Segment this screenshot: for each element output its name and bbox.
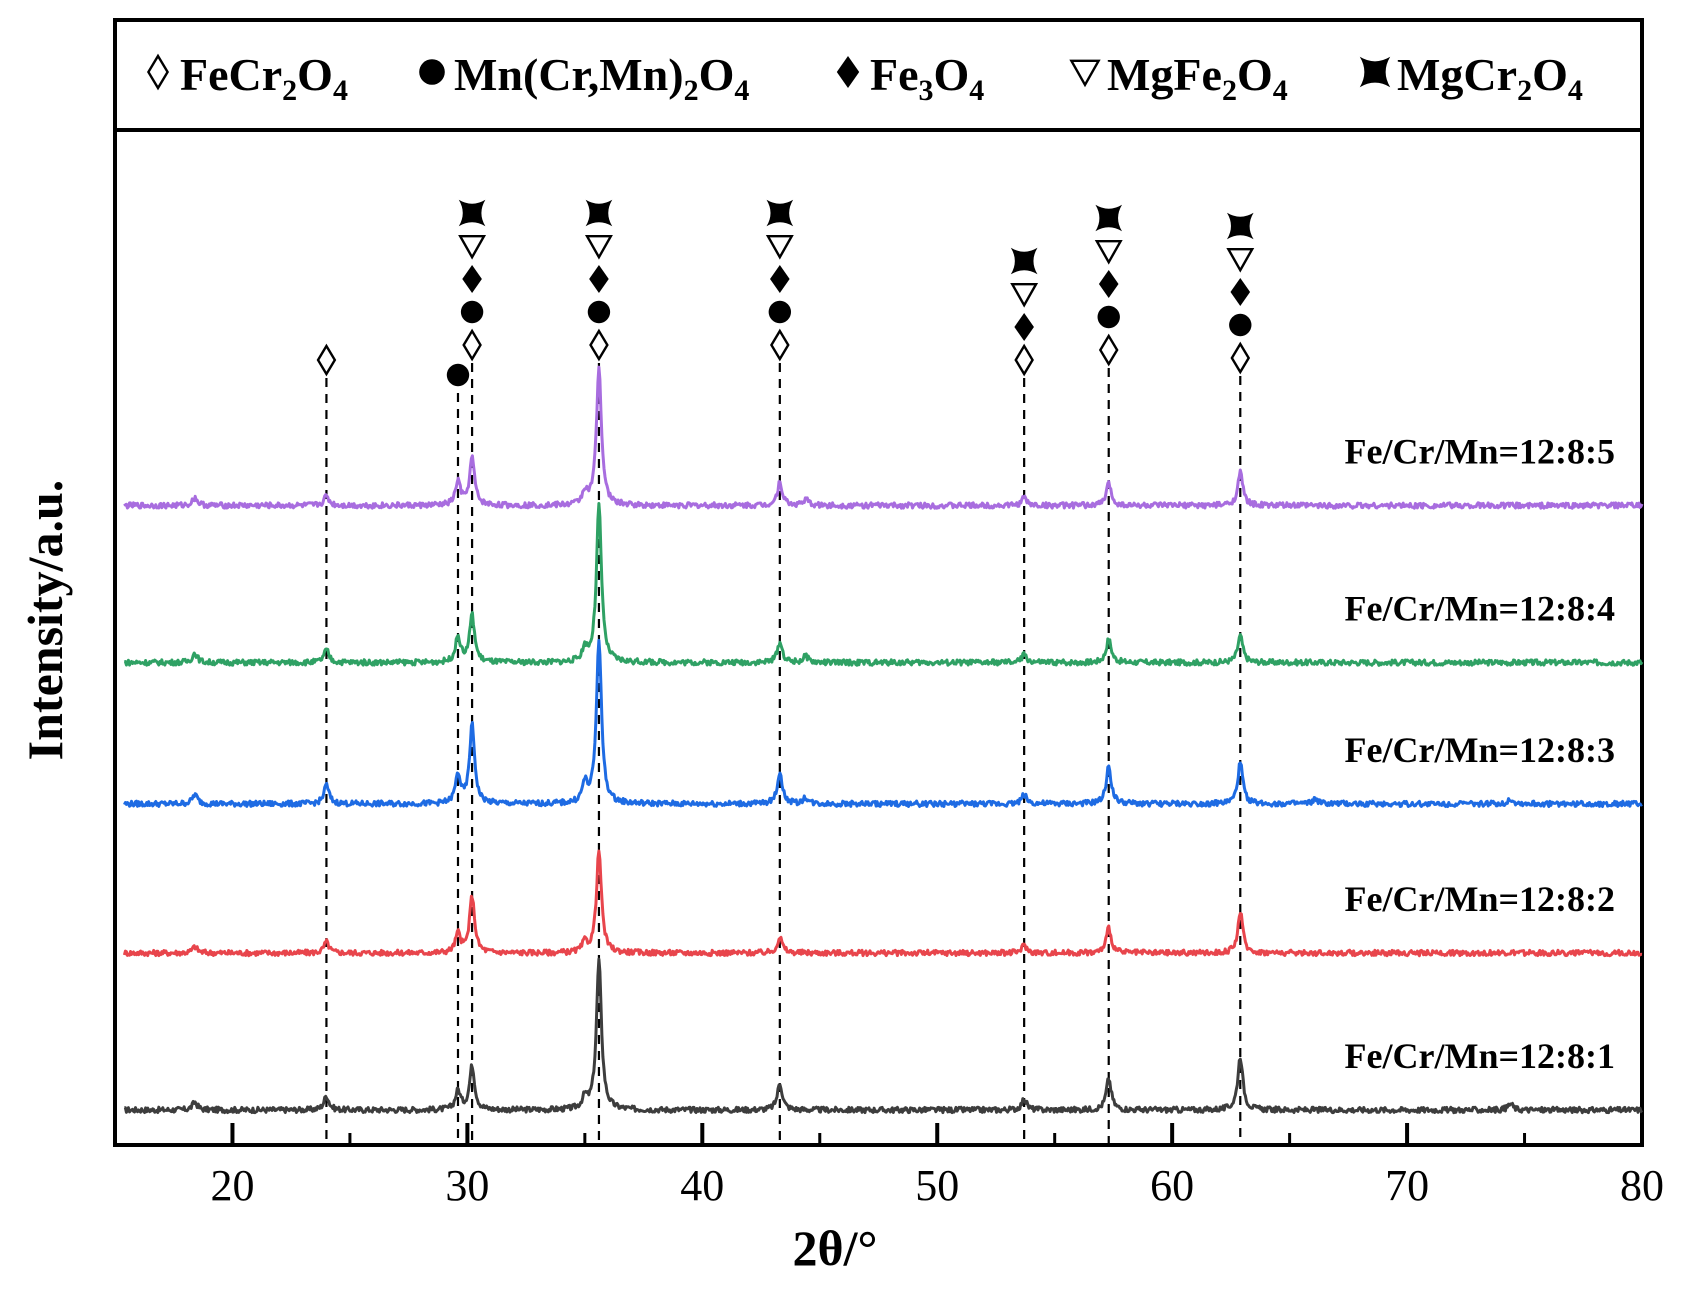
legend-label: FeCr2O4 <box>180 49 348 107</box>
open-diamond-icon <box>589 328 609 362</box>
open-triangle-down-icon <box>765 235 794 260</box>
series-label: Fe/Cr/Mn=12:8:4 <box>1345 589 1615 629</box>
open-triangle-down-icon <box>1226 248 1255 273</box>
open-triangle-down-icon <box>458 235 487 260</box>
y-axis-title: Intensity/a.u. <box>17 480 73 761</box>
reference-lines <box>325 363 1242 1143</box>
legend-label: Mn(Cr,Mn)2O4 <box>454 49 749 107</box>
filled-circle-icon <box>446 363 470 387</box>
filled-diamond-icon <box>589 265 609 293</box>
x-tick-label: 70 <box>1385 1161 1429 1210</box>
legend-entry: FeCr2O4 <box>147 49 348 107</box>
open-diamond-icon <box>1230 341 1251 375</box>
reference-markers <box>316 199 1255 387</box>
filled-circle-icon <box>460 300 484 324</box>
x-tick-label: 60 <box>1150 1161 1194 1210</box>
legend-entry: MgFe2O4 <box>1069 49 1288 107</box>
legend-label: MgCr2O4 <box>1397 49 1583 107</box>
legend-entry: Mn(Cr,Mn)2O4 <box>419 49 749 107</box>
filled-diamond-icon <box>1098 270 1119 298</box>
filled-four-point-star-icon <box>766 199 794 227</box>
series-line <box>122 849 1643 958</box>
open-diamond-icon <box>147 53 169 91</box>
open-triangle-down-icon <box>584 235 613 260</box>
x-tick-label: 80 <box>1620 1161 1664 1210</box>
filled-four-point-star-icon <box>1359 56 1391 88</box>
open-diamond-icon <box>770 328 790 362</box>
filled-diamond-icon <box>1014 313 1034 341</box>
filled-diamond-icon <box>1230 278 1251 306</box>
legend-label: MgFe2O4 <box>1107 49 1288 107</box>
open-diamond-icon <box>316 343 337 377</box>
filled-circle-icon <box>1229 313 1252 337</box>
open-diamond-icon <box>462 328 482 362</box>
filled-four-point-star-icon <box>1226 212 1254 240</box>
series-label: Fe/Cr/Mn=12:8:3 <box>1345 730 1615 770</box>
open-triangle-down-icon <box>1010 283 1039 308</box>
series-label: Fe/Cr/Mn=12:8:1 <box>1345 1036 1615 1076</box>
filled-diamond-icon <box>836 56 860 88</box>
open-triangle-down-icon <box>1069 59 1101 88</box>
series-line <box>123 365 1644 510</box>
series-line <box>123 957 1644 1115</box>
legend-entry: MgCr2O4 <box>1359 49 1583 107</box>
filled-circle-icon <box>587 300 611 324</box>
legend-label: Fe3O4 <box>870 49 984 107</box>
open-triangle-down-icon <box>1094 240 1123 265</box>
series-line <box>123 502 1644 667</box>
chart-frame <box>113 18 1644 1147</box>
open-diamond-icon <box>1014 343 1034 377</box>
x-axis: 20 30 40 50 60 70 80 <box>113 1123 1664 1210</box>
series-label: Fe/Cr/Mn=12:8:2 <box>1345 879 1615 919</box>
legend-entry: Fe3O4 <box>836 49 984 107</box>
x-axis-title: 2θ/° <box>793 1220 878 1276</box>
filled-diamond-icon <box>770 265 790 293</box>
filled-diamond-icon <box>462 265 482 293</box>
x-tick-label: 30 <box>445 1161 489 1210</box>
filled-circle-icon <box>1097 305 1120 329</box>
filled-circle-icon <box>768 300 792 324</box>
open-diamond-icon <box>1098 333 1119 367</box>
filled-four-point-star-icon <box>1095 204 1123 232</box>
x-tick-label: 20 <box>210 1161 254 1210</box>
legend: FeCr2O4 Mn(Cr,Mn)2O4 Fe3O4 MgFe2O4 MgCr2O4 <box>147 49 1583 107</box>
x-tick-label: 40 <box>680 1161 724 1210</box>
filled-four-point-star-icon <box>585 199 613 227</box>
series-traces <box>122 365 1644 1115</box>
filled-four-point-star-icon <box>458 199 486 227</box>
series-labels: Fe/Cr/Mn=12:8:1 Fe/Cr/Mn=12:8:2 Fe/Cr/Mn=1… <box>1345 432 1615 1076</box>
filled-four-point-star-icon <box>1010 247 1038 275</box>
series-label: Fe/Cr/Mn=12:8:5 <box>1345 432 1615 472</box>
series-line <box>123 638 1643 808</box>
filled-circle-icon <box>419 59 445 85</box>
x-tick-label: 50 <box>915 1161 959 1210</box>
